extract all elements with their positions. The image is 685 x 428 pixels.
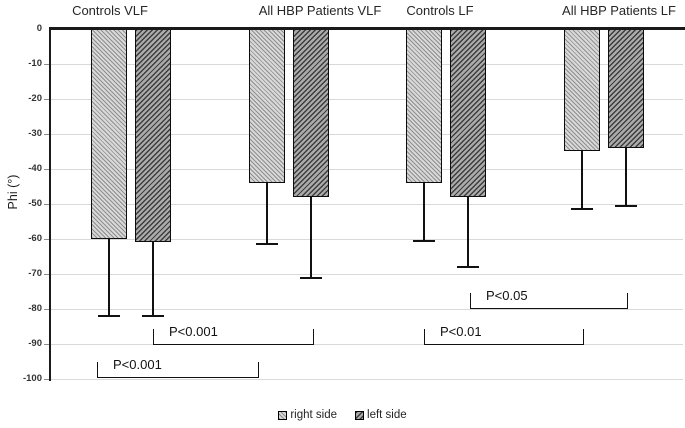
y-tick-label: -80 — [28, 303, 42, 315]
error-bar-cap — [413, 239, 435, 242]
significance-bracket — [470, 293, 628, 310]
p-value-label: P<0.001 — [113, 356, 162, 372]
error-bar-cap — [98, 315, 120, 318]
y-tick-label: -60 — [28, 232, 42, 244]
p-value-label: P<0.001 — [169, 324, 218, 340]
zero-axis-line — [48, 27, 685, 30]
y-tick-label: -20 — [28, 92, 42, 104]
category-label: All HBP Patients VLF — [258, 3, 382, 18]
y-gridline — [51, 63, 683, 65]
y-tick-label: -50 — [28, 197, 42, 209]
bar-right-side-2 — [406, 29, 442, 183]
y-axis-tick — [44, 274, 51, 276]
y-gridline — [51, 344, 683, 346]
error-bar-cap — [256, 243, 278, 246]
y-axis-tick — [44, 344, 51, 346]
legend-swatch-icon — [355, 410, 365, 420]
legend-label: left side — [367, 409, 407, 421]
y-gridline — [51, 203, 683, 205]
bar-left-side-2 — [450, 29, 486, 197]
y-axis-tick — [44, 309, 51, 311]
bar-left-side-0 — [135, 29, 171, 243]
y-gridline — [51, 379, 683, 381]
p-value-label: P<0.01 — [440, 324, 482, 340]
y-tick-label: -10 — [28, 57, 42, 69]
plot-area: 0 -10 -20 -30 -40 -50 -60 -70 -80 -90 -100 Controls… — [22, 3, 685, 385]
bar-right-side-1 — [249, 29, 285, 183]
error-bar-cap — [571, 208, 593, 211]
y-axis-tick — [44, 238, 51, 241]
error-bar — [108, 238, 110, 317]
error-bar — [423, 182, 425, 241]
y-gridline — [51, 98, 683, 100]
category-label: Controls LF — [406, 3, 474, 18]
y-axis-tick — [44, 168, 51, 170]
y-axis-tick — [44, 133, 51, 135]
y-axis-tick — [44, 98, 51, 100]
y-tick-label: -30 — [28, 127, 42, 139]
y-gridline — [51, 133, 683, 135]
y-axis-tick — [44, 203, 51, 206]
significance-bracket — [424, 329, 584, 346]
y-axis-line — [48, 27, 51, 382]
error-bar-cap — [457, 266, 479, 269]
legend: right side left side — [0, 406, 685, 424]
y-gridline — [51, 238, 683, 240]
error-bar-cap — [142, 315, 164, 318]
error-bar — [467, 196, 469, 268]
y-gridline — [51, 274, 683, 276]
y-tick-label: -70 — [28, 268, 42, 280]
error-bar — [266, 182, 268, 245]
y-tick-label: -100 — [22, 373, 42, 385]
bar-left-side-1 — [293, 29, 329, 197]
error-bar — [152, 242, 154, 317]
error-bar — [310, 196, 312, 278]
y-tick-label: -40 — [28, 162, 42, 174]
y-axis-tick — [44, 379, 51, 381]
significance-bracket — [97, 361, 259, 378]
error-bar — [581, 151, 583, 210]
legend-swatch-icon — [278, 410, 288, 420]
y-axis-tick — [44, 63, 51, 65]
y-gridline — [51, 309, 683, 311]
category-label: All HBP Patients LF — [562, 3, 676, 18]
y-tick-label: 0 — [36, 22, 42, 34]
category-label: Controls VLF — [72, 3, 148, 18]
bar-right-side-3 — [564, 29, 600, 152]
y-gridline — [51, 168, 683, 170]
legend-item-left-side: left side — [355, 409, 407, 421]
y-tick-label: -90 — [28, 338, 42, 350]
error-bar — [625, 147, 627, 206]
significance-bracket — [153, 329, 314, 346]
error-bar-cap — [615, 204, 637, 207]
bar-right-side-0 — [91, 29, 127, 239]
bar-left-side-3 — [608, 29, 644, 148]
legend-item-right-side: right side — [278, 409, 337, 421]
legend-label: right side — [290, 409, 338, 421]
p-value-label: P<0.05 — [486, 288, 528, 304]
error-bar-cap — [300, 276, 322, 279]
